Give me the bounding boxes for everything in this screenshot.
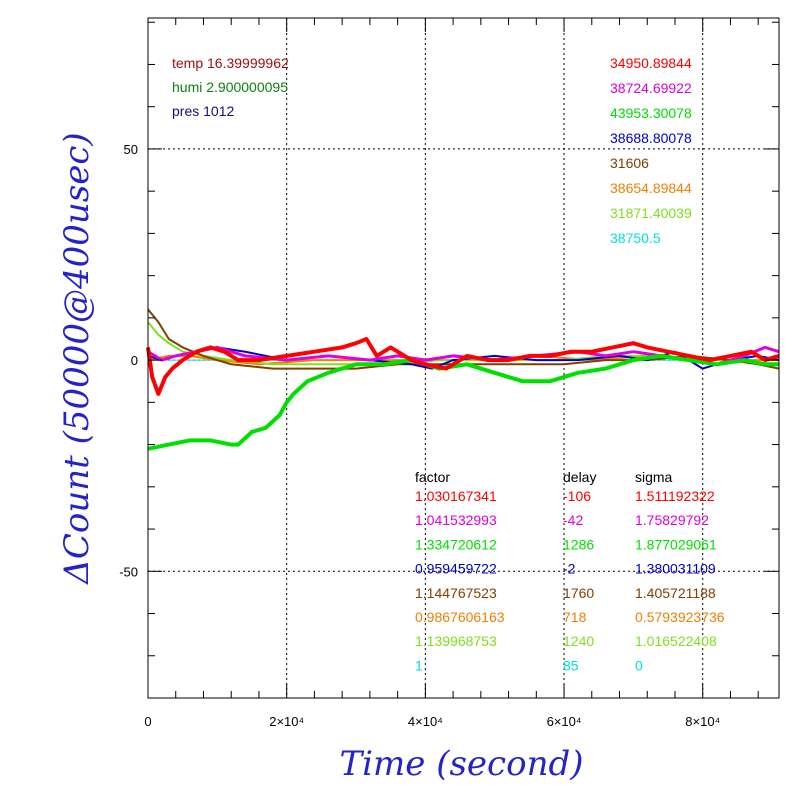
table-cell-sigma: 1.75829792 xyxy=(635,512,709,528)
table-cell-sigma: 0 xyxy=(635,657,643,673)
condition-label: temp 16.39999962 xyxy=(172,55,289,71)
annotations: temp 16.39999962 humi 2.900000095 pres 101… xyxy=(172,55,725,673)
table-cell-sigma: 1.511192322 xyxy=(635,488,715,504)
condition-label: humi 2.900000095 xyxy=(172,79,288,95)
table-header: factor xyxy=(415,469,450,485)
table-cell-sigma: 1.380031109 xyxy=(635,561,716,577)
series-line-1 xyxy=(146,337,780,396)
table-cell-delay: -2 xyxy=(563,561,576,577)
table-cell-factor: 1.334720612 xyxy=(415,536,497,552)
table-header: sigma xyxy=(635,469,673,485)
series-lines xyxy=(146,308,780,451)
series-legend-label: 38724.69922 xyxy=(610,80,692,96)
series-legend-label: 38688.80078 xyxy=(610,130,692,146)
table-cell-delay: 1286 xyxy=(563,536,594,552)
table-cell-factor: 1.030167341 xyxy=(415,488,497,504)
series-legend-label: 31871.40039 xyxy=(610,205,692,221)
table-cell-sigma: 1.877029061 xyxy=(635,536,717,552)
series-legend-label: 31606 xyxy=(610,155,649,171)
series-legend-label: 38654.89844 xyxy=(610,180,692,196)
x-tick-label: 6×10⁴ xyxy=(547,714,582,729)
series-line-3 xyxy=(147,353,779,451)
axis-ticks: 0 2×10⁴ 4×10⁴ 6×10⁴ 8×10⁴ 50 0 -50 xyxy=(119,18,779,729)
x-tick-label: 0 xyxy=(144,714,151,729)
series-legend-label: 34950.89844 xyxy=(610,55,692,71)
table-header: delay xyxy=(563,469,596,485)
series-legend-label: 43953.30078 xyxy=(610,105,692,121)
plot-frame xyxy=(147,17,780,699)
y-axis-title: ΔCount (50000@400usec) xyxy=(57,132,97,585)
series-legend-label: 38750.5 xyxy=(610,230,661,246)
table-cell-factor: 0.9867606163 xyxy=(415,609,505,625)
table-cell-delay: 718 xyxy=(563,609,587,625)
x-tick-label: 8×10⁴ xyxy=(685,714,720,729)
table-cell-delay: -106 xyxy=(563,488,591,504)
y-tick-label: -50 xyxy=(119,564,138,579)
x-tick-label: 2×10⁴ xyxy=(269,714,304,729)
table-cell-factor: 1.144767523 xyxy=(415,585,497,601)
table-cell-delay: -42 xyxy=(563,512,583,528)
table-cell-sigma: 1.016522408 xyxy=(635,633,717,649)
condition-label: pres 1012 xyxy=(172,103,234,119)
y-tick-label: 0 xyxy=(131,353,138,368)
table-cell-delay: 1240 xyxy=(563,633,594,649)
y-tick-label: 50 xyxy=(124,142,138,157)
x-tick-label: 4×10⁴ xyxy=(408,714,443,729)
table-cell-sigma: 1.405721188 xyxy=(635,585,716,601)
table-cell-factor: 1 xyxy=(415,657,423,673)
x-axis-title: Time (second) xyxy=(340,744,584,784)
table-cell-factor: 1.139968753 xyxy=(415,633,497,649)
table-cell-factor: 1.041532993 xyxy=(415,512,497,528)
table-cell-sigma: 0.5793923736 xyxy=(635,609,725,625)
table-cell-factor: 0.959459722 xyxy=(415,561,497,577)
table-cell-delay: 1760 xyxy=(563,585,594,601)
table-cell-delay: 85 xyxy=(563,657,579,673)
